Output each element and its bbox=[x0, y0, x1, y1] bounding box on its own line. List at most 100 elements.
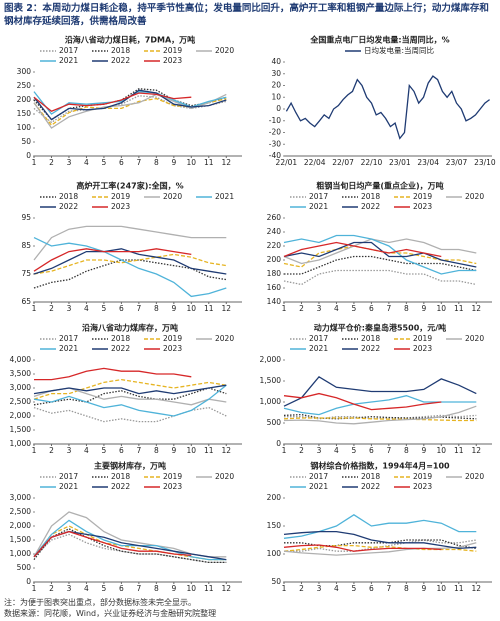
x-tick-label: 8 bbox=[404, 446, 409, 455]
x-tick-label: 7 bbox=[136, 158, 141, 167]
series-line bbox=[33, 225, 227, 261]
header-title: 图表 2：本周动力煤日耗企稳，持平季节性高位；发电量同比回升，高炉开工率和粗钢产… bbox=[4, 3, 489, 27]
y-tick-label: 2,500 bbox=[10, 507, 32, 516]
series-line bbox=[285, 75, 490, 140]
legend-label: 2022 bbox=[361, 482, 380, 491]
x-tick-label: 1 bbox=[282, 584, 287, 593]
chart-title: 全国重点电厂日均发电量:当周同比，% bbox=[309, 35, 449, 45]
x-tick-label: 1 bbox=[282, 446, 287, 455]
legend-label: 2020 bbox=[215, 472, 234, 481]
chart-title: 动力煤平仓价:秦皇岛港5500，元/吨 bbox=[314, 323, 446, 333]
y-tick-label: 40 bbox=[271, 57, 281, 66]
y-tick-label: 1,500 bbox=[260, 376, 282, 385]
y-tick-label: 260 bbox=[267, 213, 282, 222]
x-tick-label: 4 bbox=[334, 304, 339, 313]
series-line bbox=[283, 241, 477, 268]
legend-label: 2023 bbox=[163, 482, 182, 491]
legend-label: 2018 bbox=[361, 472, 380, 481]
x-tick-label: 3 bbox=[67, 584, 72, 593]
x-tick-label: 23/07 bbox=[446, 158, 468, 167]
x-tick-label: 9 bbox=[171, 446, 176, 455]
x-tick-label: 12 bbox=[221, 304, 231, 313]
series-line bbox=[283, 530, 477, 550]
x-tick-label: 11 bbox=[454, 584, 464, 593]
series-line bbox=[33, 387, 227, 406]
series-line bbox=[33, 525, 227, 561]
x-tick-label: 23/01 bbox=[389, 158, 411, 167]
y-tick-label: 150 bbox=[267, 521, 282, 530]
x-tick-label: 12 bbox=[221, 446, 231, 455]
series-line bbox=[33, 253, 227, 275]
x-tick-label: 4 bbox=[84, 446, 89, 455]
x-tick-label: 22/10 bbox=[361, 158, 383, 167]
legend-label: 2021 bbox=[59, 344, 78, 353]
series-line bbox=[283, 392, 442, 411]
series-line bbox=[33, 530, 192, 558]
x-tick-label: 2 bbox=[49, 584, 54, 593]
x-tick-label: 5 bbox=[352, 304, 357, 313]
x-tick-label: 7 bbox=[136, 446, 141, 455]
series-line bbox=[283, 514, 477, 539]
x-tick-label: 10 bbox=[437, 584, 447, 593]
y-tick-label: 50 bbox=[21, 137, 31, 146]
series-line bbox=[33, 95, 227, 124]
x-tick-label: 2 bbox=[299, 446, 304, 455]
x-tick-label: 2 bbox=[299, 584, 304, 593]
series-line bbox=[284, 539, 477, 550]
x-tick-label: 5 bbox=[352, 584, 357, 593]
y-tick-label: 2,500 bbox=[10, 397, 32, 406]
series-line bbox=[33, 519, 227, 561]
x-tick-label: 22/07 bbox=[332, 158, 354, 167]
x-tick-label: 8 bbox=[154, 304, 159, 313]
x-tick-label: 1 bbox=[32, 584, 37, 593]
x-tick-label: 9 bbox=[421, 304, 426, 313]
y-tick-label: 500 bbox=[17, 563, 32, 572]
series-line bbox=[33, 90, 227, 115]
x-tick-label: 12 bbox=[221, 584, 231, 593]
x-tick-label: 1 bbox=[32, 158, 37, 167]
y-tick-label: -30 bbox=[269, 139, 281, 148]
y-tick-label: 100 bbox=[267, 549, 282, 558]
legend-label: 2019 bbox=[111, 192, 130, 201]
footer-source: 数据来源：同花顺，Wind，兴业证券经济与金融研究院整理 bbox=[4, 609, 217, 618]
series-line bbox=[34, 367, 192, 381]
chart-title: 高炉开工率(247家):全国，% bbox=[76, 181, 183, 191]
y-tick-label: 85 bbox=[21, 241, 31, 250]
x-tick-label: 2 bbox=[49, 158, 54, 167]
legend-label: 2019 bbox=[413, 192, 432, 201]
series-line bbox=[283, 544, 442, 552]
series-line bbox=[283, 375, 477, 407]
legend-label: 2017 bbox=[309, 192, 328, 201]
series-line bbox=[283, 395, 477, 416]
x-tick-label: 9 bbox=[171, 584, 176, 593]
x-tick-label: 6 bbox=[119, 446, 124, 455]
legend-label: 2020 bbox=[163, 192, 182, 201]
y-tick-label: -20 bbox=[269, 128, 281, 137]
series-line bbox=[283, 241, 442, 258]
y-tick-label: 0 bbox=[276, 104, 281, 113]
legend-label: 2020 bbox=[465, 334, 484, 343]
x-tick-label: 6 bbox=[369, 446, 374, 455]
legend-label: 2017 bbox=[309, 472, 328, 481]
series-line bbox=[283, 544, 477, 552]
x-tick-label: 4 bbox=[84, 584, 89, 593]
x-tick-label: 6 bbox=[369, 584, 374, 593]
legend-label: 日均发电量:当周同比 bbox=[364, 45, 435, 55]
series-line bbox=[283, 417, 477, 422]
legend-label: 2020 bbox=[465, 472, 484, 481]
x-tick-label: 7 bbox=[136, 304, 141, 313]
x-tick-label: 11 bbox=[204, 158, 214, 167]
x-tick-label: 12 bbox=[471, 304, 481, 313]
y-tick-label: 0 bbox=[26, 577, 31, 586]
legend-label: 2020 bbox=[215, 334, 234, 343]
y-tick-label: 30 bbox=[271, 69, 281, 78]
y-tick-label: 20 bbox=[271, 81, 281, 90]
y-tick-label: 3,000 bbox=[10, 383, 32, 392]
x-tick-label: 2 bbox=[49, 446, 54, 455]
x-tick-label: 10 bbox=[437, 446, 447, 455]
x-tick-label: 2 bbox=[299, 304, 304, 313]
x-tick-label: 12 bbox=[471, 584, 481, 593]
y-tick-label: 180 bbox=[267, 269, 282, 278]
legend-label: 2022 bbox=[361, 344, 380, 353]
series-line bbox=[283, 413, 477, 420]
